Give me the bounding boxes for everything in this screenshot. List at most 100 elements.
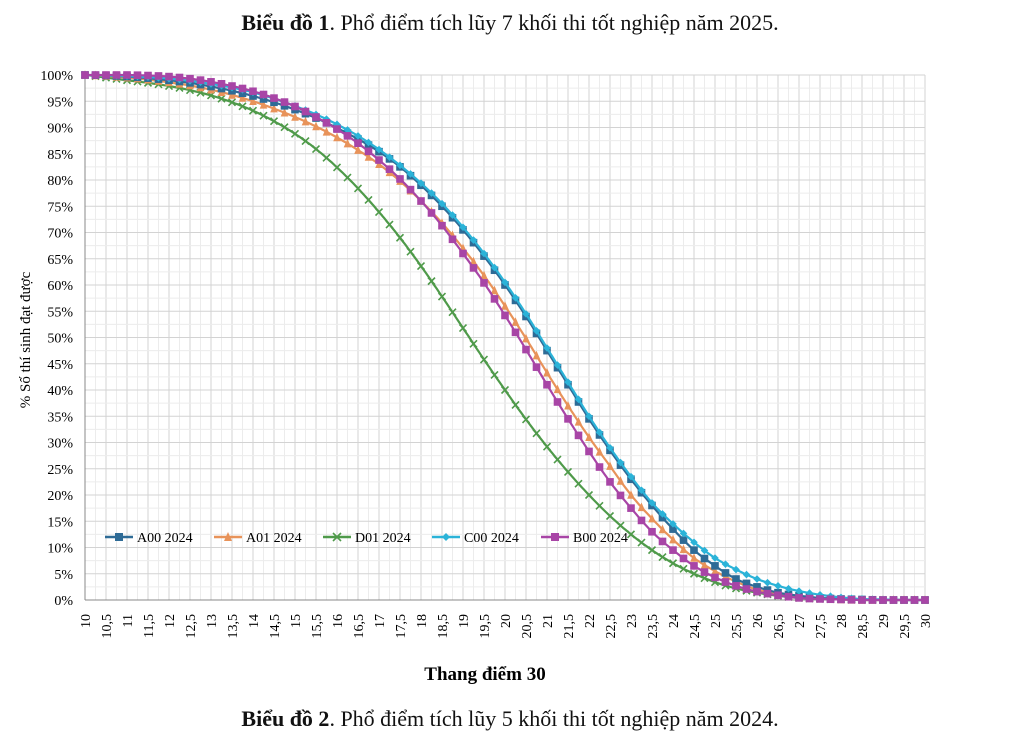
x-tick-label: 20,5: [520, 614, 535, 639]
series-marker: [290, 129, 300, 138]
x-tick-label: 14,5: [268, 614, 283, 639]
series-marker: [238, 102, 247, 111]
y-tick-label: 50%: [47, 332, 73, 347]
series-marker: [532, 429, 541, 438]
series-marker: [648, 527, 656, 536]
series-marker: [868, 596, 877, 604]
series-marker: [564, 415, 572, 423]
x-tick-label: 19,5: [478, 614, 493, 639]
series-marker: [637, 538, 646, 547]
series-marker: [480, 279, 488, 287]
y-tick-label: 40%: [47, 384, 73, 399]
y-tick-label: 90%: [47, 122, 73, 137]
series-marker: [711, 562, 719, 570]
chart-axes: 0% 5% 10% 15% 20% 25% 30% 35% 40% 45% 50% 55% 60% 65%…: [40, 69, 934, 639]
series-marker-stroke: [490, 370, 499, 379]
series-marker-stroke: [332, 532, 342, 542]
series-marker: [280, 98, 289, 106]
series-marker: [490, 285, 499, 295]
caption-bottom-text: . Phổ điểm tích lũy 5 khối thi tốt nghiệ…: [329, 706, 779, 731]
series-marker: [637, 502, 646, 512]
series-marker: [721, 560, 730, 568]
series-marker: [553, 455, 562, 464]
x-tick-label: 15: [289, 614, 304, 628]
series-marker: [374, 207, 384, 217]
x-tick-label: 29,5: [898, 614, 913, 639]
series-marker: [595, 501, 604, 510]
series-marker: [312, 113, 320, 121]
x-tick-label: 11: [121, 614, 136, 627]
caption-top: Biểu đồ 1. Phổ điểm tích lũy 7 khối thi …: [0, 10, 1020, 36]
series-marker-stroke: [542, 442, 552, 451]
series-marker: [207, 78, 215, 86]
series-marker: [616, 476, 625, 485]
series-marker-stroke: [563, 467, 573, 476]
series-marker: [616, 458, 625, 467]
series-marker: [574, 416, 583, 426]
series-marker: [448, 211, 457, 219]
series-marker: [542, 442, 552, 451]
caption-top-bold: Biểu đồ 1: [241, 10, 330, 35]
x-tick-label: 15,5: [310, 614, 325, 639]
series-marker: [553, 361, 562, 369]
series-marker: [627, 490, 635, 499]
series-marker: [406, 185, 415, 194]
series-marker-stroke: [280, 123, 289, 132]
series-marker-stroke: [458, 323, 468, 333]
series-marker: [301, 107, 310, 116]
series-marker: [490, 370, 499, 379]
series-marker-stroke: [689, 569, 699, 578]
y-tick-label: 80%: [47, 174, 73, 189]
series-marker: [763, 578, 772, 587]
series-marker-stroke: [532, 429, 541, 438]
legend-label: C00 2024: [464, 531, 519, 546]
caption-top-text: . Phổ điểm tích lũy 7 khối thi tốt nghiệ…: [329, 10, 779, 35]
series-marker-stroke: [574, 479, 583, 488]
series-marker: [553, 384, 562, 394]
series-marker: [501, 311, 509, 320]
x-tick-label: 23,5: [646, 614, 661, 639]
series-marker: [522, 345, 530, 354]
x-tick-label: 17: [373, 614, 388, 628]
series-marker: [795, 587, 803, 595]
series-marker: [123, 71, 131, 79]
series-marker: [847, 595, 856, 604]
series-marker-stroke: [511, 400, 520, 409]
y-tick-label: 55%: [47, 305, 73, 320]
series-marker-stroke: [374, 207, 384, 217]
y-tick-label: 85%: [47, 148, 73, 163]
series-marker: [805, 594, 814, 603]
series-marker: [364, 138, 373, 147]
series-marker: [406, 170, 415, 178]
x-tick-label: 11,5: [142, 614, 157, 638]
x-tick-label: 24,5: [688, 614, 703, 639]
series-marker: [543, 380, 551, 389]
y-tick-label: 0%: [54, 594, 73, 609]
series-marker: [595, 428, 604, 437]
series-marker: [385, 165, 394, 173]
series-marker-stroke: [437, 292, 447, 301]
series-marker: [551, 533, 559, 541]
series-marker: [248, 106, 258, 115]
x-tick-label: 28: [835, 614, 850, 628]
series-marker: [501, 301, 509, 310]
series-marker: [501, 278, 509, 287]
x-tick-label: 27: [793, 614, 808, 628]
y-tick-label: 15%: [47, 515, 73, 530]
series-marker: [490, 295, 499, 303]
x-tick-label: 12: [163, 614, 178, 628]
series-marker-stroke: [217, 94, 226, 103]
series-marker-stroke: [553, 455, 562, 464]
series-marker: [668, 559, 678, 568]
series-marker-stroke: [269, 117, 279, 126]
series-marker: [175, 73, 184, 82]
series-marker: [574, 479, 583, 488]
x-tick-label: 16: [331, 614, 346, 628]
series-marker: [438, 199, 446, 208]
series-marker: [91, 71, 100, 79]
series-marker: [249, 96, 257, 106]
series-marker: [637, 486, 646, 495]
series-marker: [753, 575, 761, 583]
y-tick-label: 5%: [54, 568, 73, 583]
series-marker: [511, 400, 520, 409]
